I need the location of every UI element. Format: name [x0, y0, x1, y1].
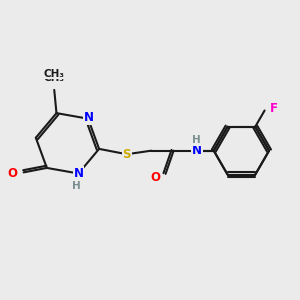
Text: N: N: [192, 144, 202, 157]
Text: O: O: [151, 171, 161, 184]
Text: H: H: [192, 135, 201, 145]
Text: F: F: [269, 102, 278, 115]
Text: H: H: [72, 181, 81, 191]
Text: N: N: [84, 111, 94, 124]
Text: S: S: [122, 148, 131, 161]
Text: O: O: [8, 167, 17, 180]
Text: CH₃: CH₃: [44, 73, 65, 83]
Text: CH₃: CH₃: [44, 69, 65, 79]
Text: N: N: [74, 167, 83, 180]
